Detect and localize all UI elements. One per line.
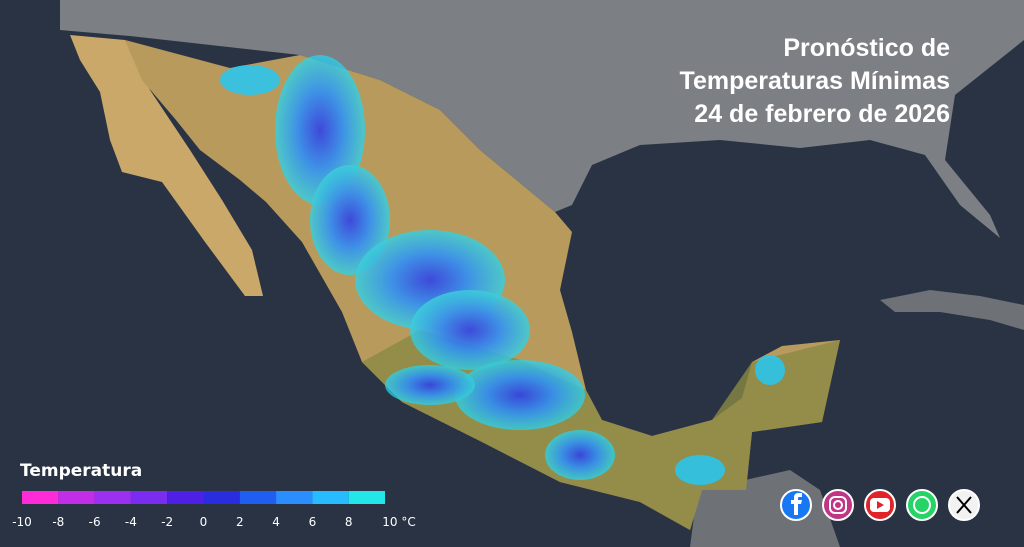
legend-swatch	[58, 491, 95, 504]
social-icons	[780, 489, 980, 521]
instagram-glyph	[829, 496, 847, 514]
instagram-icon[interactable]	[822, 489, 854, 521]
baja-california	[70, 35, 263, 296]
x-glyph	[956, 496, 972, 514]
cuba	[880, 290, 1024, 330]
title-line: Temperaturas Mínimas	[680, 67, 950, 95]
cold-areas	[220, 55, 785, 485]
title-line: 24 de febrero de 2026	[694, 100, 950, 128]
legend-tick-label: -6	[89, 515, 101, 529]
legend-tick-label: 10 °C	[382, 515, 415, 529]
legend-tick-label: 6	[309, 515, 317, 529]
legend-swatch	[130, 491, 168, 504]
legend-swatch	[167, 491, 204, 504]
us-land	[60, 0, 1024, 238]
legend-title: Temperatura	[20, 461, 142, 481]
legend-swatch	[22, 491, 59, 504]
whatsapp-icon[interactable]	[906, 489, 938, 521]
legend-tick-label: 4	[272, 515, 280, 529]
legend: Temperatura -10 -8 -6 -4 -2 0 2 4 6 8 10 °C	[12, 461, 416, 529]
title-block: Pronóstico de Temperaturas Mínimas 24 de f…	[680, 34, 951, 128]
legend-swatch	[312, 491, 349, 504]
legend-tick-label: 2	[236, 515, 244, 529]
instagram-lens	[833, 500, 843, 510]
legend-swatch	[203, 491, 240, 504]
legend-tick-label: 0	[200, 515, 208, 529]
legend-swatch	[348, 491, 385, 504]
legend-tick-label: 8	[345, 515, 353, 529]
legend-tick-label: -8	[52, 515, 64, 529]
legend-tick-label: -4	[125, 515, 137, 529]
legend-swatch	[276, 491, 313, 504]
legend-tick-label: -2	[161, 515, 173, 529]
title-line: Pronóstico de	[783, 34, 950, 62]
legend-tick-label: -10	[12, 515, 32, 529]
facebook-glyph	[791, 493, 802, 515]
whatsapp-glyph	[913, 496, 931, 514]
legend-swatch	[239, 491, 277, 504]
legend-swatch	[94, 491, 131, 504]
youtube-play	[877, 501, 884, 509]
